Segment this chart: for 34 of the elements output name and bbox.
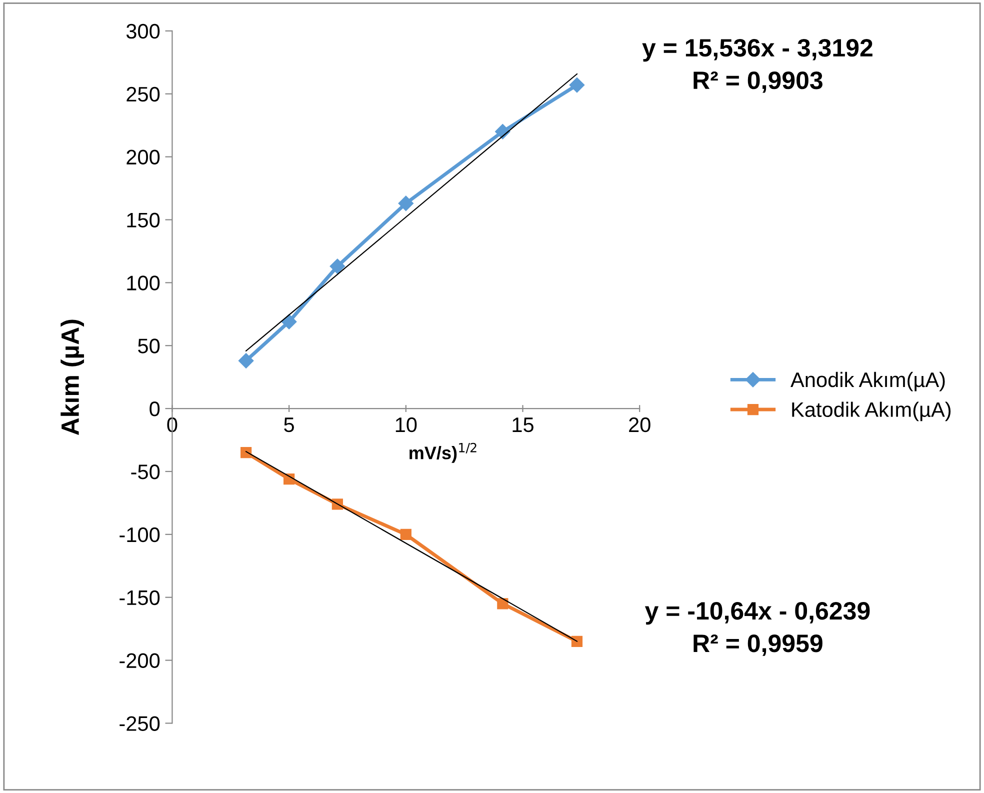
- y-tick-label: -150: [120, 590, 160, 606]
- text: R² = 0,9959: [694, 634, 822, 656]
- x-tick-label: 20: [629, 417, 650, 432]
- y-tick-label: 200: [126, 150, 160, 165]
- point: [497, 598, 508, 610]
- y-tick-label: 150: [127, 212, 160, 228]
- legend-label: Anodik Akım(µA): [790, 372, 945, 392]
- y-tick-label: -200: [120, 653, 160, 668]
- y-tick-label: 300: [126, 24, 160, 39]
- point: [240, 447, 252, 458]
- x-tick-label: 15: [512, 418, 534, 432]
- y-tick-label: 0: [150, 402, 160, 416]
- point: [330, 258, 345, 274]
- point: [281, 314, 297, 330]
- text: R² = 0,9903: [694, 71, 822, 93]
- point: [398, 196, 414, 211]
- x-tick-label: 10: [396, 417, 417, 432]
- point: [569, 77, 585, 93]
- point: [400, 528, 412, 540]
- legend-label: Katodik Akım(µA): [792, 402, 951, 422]
- y-tick-label: -50: [131, 464, 160, 480]
- y-tick-label: -250: [120, 716, 160, 731]
- y-axis-title: Akım (µA): [60, 320, 84, 436]
- point: [571, 636, 583, 647]
- text: y = -10,64x - 0,6239: [644, 602, 870, 625]
- point: [238, 353, 254, 368]
- y-tick-label: 50: [138, 338, 160, 354]
- x-axis-title: mV/s)$^{1/2}$: [410, 442, 476, 463]
- y-tick-label: 100: [127, 276, 160, 290]
- y-tick-label: -100: [120, 527, 160, 542]
- text: y = 15,536x - 3,3192: [642, 38, 872, 62]
- y-tick-label: 250: [126, 86, 160, 102]
- x-tick-label: 5: [284, 418, 294, 432]
- x-tick-label: 0: [167, 417, 178, 432]
